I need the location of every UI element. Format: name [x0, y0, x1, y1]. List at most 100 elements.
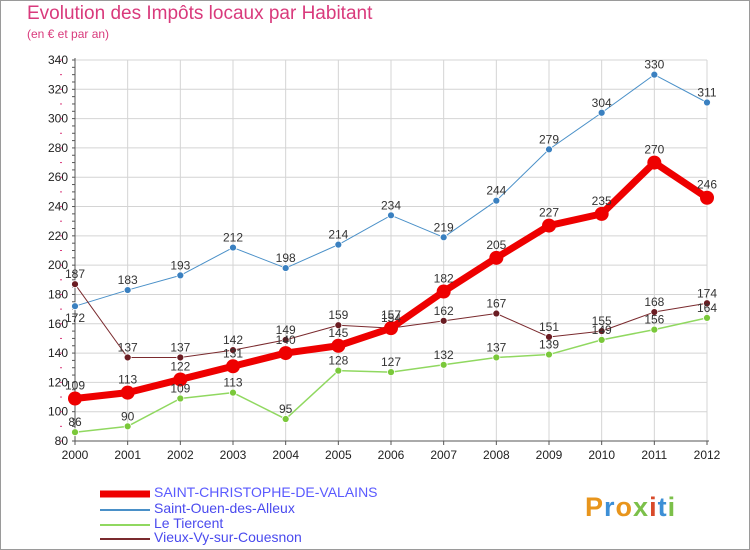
data-point-le-tiercent [439, 360, 448, 369]
data-point-saint-ouen-des-alleux [334, 240, 343, 249]
data-point-saint-ouen-des-alleux [545, 145, 553, 154]
legend-label-vieux-vy: Vieux-Vy-sur-Couesnon [154, 529, 302, 545]
data-point-saint-christophe-de-valains [436, 284, 451, 299]
y-tick-label: 220 [48, 229, 68, 243]
data-label-le-tiercent: 156 [644, 313, 664, 327]
data-point-vieux-vy-sur-couesnon [123, 353, 132, 362]
y-tick-label: 320 [48, 82, 68, 96]
legend-label-le-tiercent: Le Tiercent [154, 515, 224, 531]
data-label-vieux-vy-sur-couesnon: 187 [65, 267, 85, 281]
data-point-le-tiercent [229, 388, 237, 397]
data-label-saint-ouen-des-alleux: 311 [697, 85, 716, 99]
data-point-le-tiercent [545, 350, 553, 359]
x-tick-label: 2009 [536, 448, 563, 462]
data-label-saint-ouen-des-alleux: 279 [539, 132, 559, 146]
data-label-vieux-vy-sur-couesnon: 159 [328, 308, 348, 322]
data-point-le-tiercent [176, 394, 185, 403]
data-label-saint-christophe-de-valains: 205 [486, 238, 506, 252]
data-label-saint-ouen-des-alleux: 219 [434, 220, 454, 234]
data-label-saint-christophe-de-valains: 113 [118, 373, 137, 387]
data-label-saint-ouen-des-alleux: 244 [486, 184, 506, 198]
data-label-saint-christophe-de-valains: 157 [381, 308, 401, 322]
data-point-saint-christophe-de-valains [278, 346, 293, 361]
data-point-saint-ouen-des-alleux [123, 286, 132, 294]
x-tick-label: 2004 [272, 448, 299, 462]
data-point-vieux-vy-sur-couesnon [439, 316, 448, 325]
data-point-vieux-vy-sur-couesnon [703, 299, 711, 308]
data-label-saint-christophe-de-valains: 270 [644, 143, 664, 157]
data-point-le-tiercent [650, 325, 659, 334]
y-tick-label: 340 [48, 53, 68, 67]
data-point-saint-christophe-de-valains [542, 218, 556, 233]
data-point-saint-christophe-de-valains [384, 321, 398, 336]
data-point-saint-ouen-des-alleux [650, 70, 659, 79]
data-point-saint-ouen-des-alleux [439, 233, 448, 242]
data-label-vieux-vy-sur-couesnon: 167 [486, 297, 506, 311]
x-tick-label: 2007 [430, 448, 457, 462]
x-tick-label: 2011 [641, 448, 667, 462]
x-tick-label: 2005 [325, 448, 352, 462]
legend-label-saint-christophe: SAINT-CHRISTOPHE-DE-VALAINS [154, 484, 378, 500]
data-point-vieux-vy-sur-couesnon [597, 327, 606, 335]
data-label-vieux-vy-sur-couesnon: 142 [223, 333, 243, 347]
data-point-vieux-vy-sur-couesnon [229, 346, 237, 355]
y-tick-label: 200 [48, 258, 68, 272]
data-point-vieux-vy-sur-couesnon [71, 280, 79, 289]
data-label-le-tiercent: 137 [486, 340, 506, 354]
y-tick-label: 140 [48, 346, 68, 360]
data-point-saint-christophe-de-valains [120, 385, 135, 400]
data-point-le-tiercent [281, 415, 290, 423]
y-tick-label: 160 [48, 317, 68, 331]
data-label-saint-christophe-de-valains: 246 [697, 178, 717, 192]
data-label-saint-christophe-de-valains: 131 [223, 346, 243, 360]
data-point-saint-ouen-des-alleux [71, 302, 79, 311]
data-label-saint-ouen-des-alleux: 330 [644, 58, 664, 72]
data-label-vieux-vy-sur-couesnon: 168 [644, 295, 664, 309]
y-tick-label: 280 [48, 141, 68, 155]
legend-label-saint-ouen: Saint-Ouen-des-Alleux [154, 500, 295, 516]
data-label-le-tiercent: 95 [279, 402, 293, 416]
data-label-vieux-vy-sur-couesnon: 154 [381, 311, 401, 325]
data-label-vieux-vy-sur-couesnon: 137 [118, 340, 138, 354]
data-label-saint-ouen-des-alleux: 193 [170, 258, 190, 272]
data-label-le-tiercent: 132 [434, 348, 454, 362]
data-label-vieux-vy-sur-couesnon: 155 [592, 314, 612, 328]
data-point-saint-ouen-des-alleux [229, 243, 237, 252]
x-tick-label: 2008 [483, 448, 510, 462]
data-label-saint-christophe-de-valains: 140 [276, 333, 296, 347]
data-label-le-tiercent: 127 [381, 355, 401, 369]
data-label-saint-ouen-des-alleux: 172 [65, 311, 85, 325]
data-label-saint-christophe-de-valains: 122 [170, 359, 190, 373]
data-point-le-tiercent [334, 366, 343, 375]
data-point-saint-christophe-de-valains [173, 372, 188, 387]
legend-swatch-vieux-vy [100, 538, 150, 540]
data-label-saint-christophe-de-valains: 182 [434, 272, 454, 286]
data-point-vieux-vy-sur-couesnon [545, 333, 553, 341]
data-point-vieux-vy-sur-couesnon [492, 309, 501, 318]
data-point-saint-ouen-des-alleux [597, 108, 606, 117]
data-label-saint-ouen-des-alleux: 183 [118, 273, 138, 287]
data-point-saint-ouen-des-alleux [703, 98, 711, 107]
data-point-le-tiercent [123, 422, 132, 431]
legend-swatch-le-tiercent [100, 524, 150, 526]
data-point-le-tiercent [492, 353, 501, 362]
series-lines [68, 70, 714, 437]
data-point-saint-ouen-des-alleux [176, 271, 185, 280]
y-tick-label: 120 [48, 375, 68, 389]
data-label-saint-christophe-de-valains: 145 [328, 326, 348, 340]
y-tick-label: 100 [48, 405, 68, 419]
proxiti-logo: Proxiti [585, 492, 675, 522]
data-point-saint-christophe-de-valains [700, 190, 714, 205]
data-label-saint-ouen-des-alleux: 214 [328, 228, 348, 242]
data-point-saint-christophe-de-valains [647, 155, 662, 170]
data-label-vieux-vy-sur-couesnon: 174 [697, 286, 717, 300]
data-point-vieux-vy-sur-couesnon [650, 308, 659, 316]
data-label-saint-ouen-des-alleux: 304 [592, 96, 612, 110]
data-point-vieux-vy-sur-couesnon [334, 321, 343, 330]
data-point-saint-christophe-de-valains [594, 206, 609, 221]
x-tick-label: 2001 [114, 448, 141, 462]
x-tick-label: 2006 [378, 448, 405, 462]
data-label-saint-ouen-des-alleux: 198 [276, 251, 296, 265]
data-point-saint-ouen-des-alleux [281, 264, 290, 272]
legend-swatch-saint-christophe [100, 490, 150, 498]
